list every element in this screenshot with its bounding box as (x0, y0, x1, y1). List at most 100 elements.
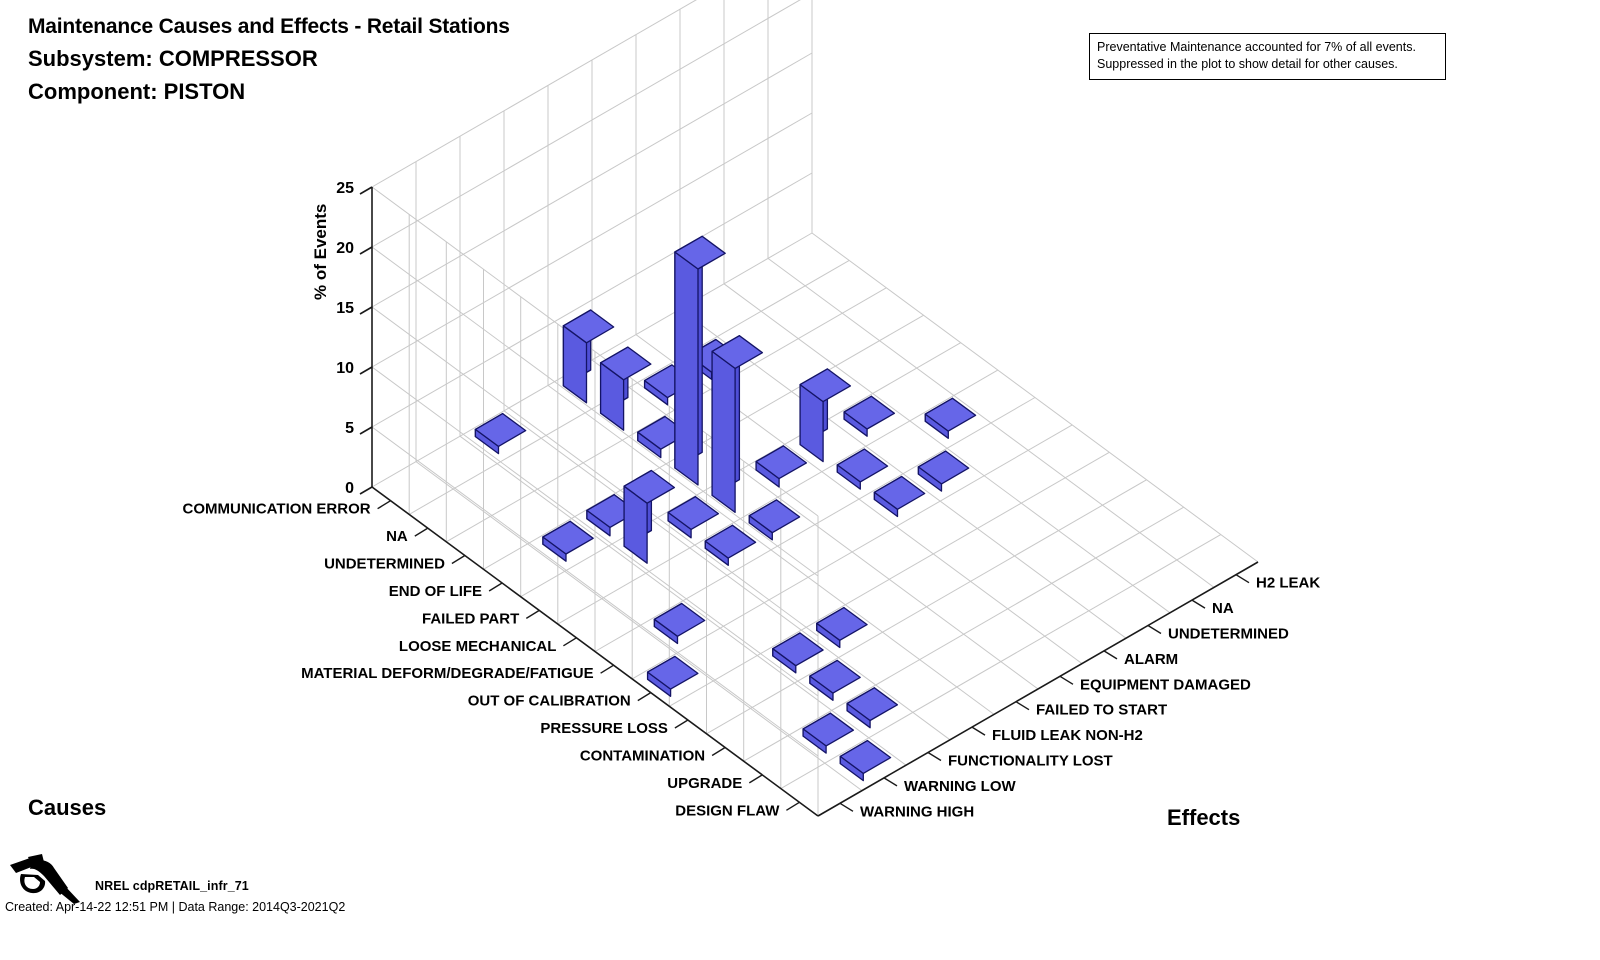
floor-grid-line (679, 308, 1127, 639)
effects-axis-line (817, 561, 1259, 817)
bar-top-face (646, 655, 699, 690)
left-wall-horizontal-grid (371, 246, 819, 577)
floor-grid-line (723, 283, 1171, 614)
causes-axis-tick (674, 719, 689, 729)
cause-label-0: COMMUNICATION ERROR (183, 501, 371, 518)
bar-front-face (711, 350, 736, 514)
z-axis-tick (359, 366, 373, 375)
floor-grid-line (459, 435, 907, 766)
bar-top-face (809, 659, 861, 694)
effects-axis-tick (1191, 599, 1206, 609)
causes-axis-tick (525, 609, 540, 619)
left-wall-horizontal-grid (371, 366, 819, 697)
causes-axis-tick (786, 801, 800, 811)
causes-axis-tick (488, 582, 503, 592)
effects-axis-tick (927, 751, 942, 762)
right-wall-horizontal-grid (371, 0, 801, 248)
right-wall-horizontal-grid (371, 0, 697, 188)
left-wall-horizontal-grid (371, 426, 819, 757)
effect-label-3: ALARM (1124, 651, 1178, 668)
fuel-nozzle-icon (10, 854, 80, 904)
note-box: Preventative Maintenance accounted for 7… (1089, 33, 1446, 80)
bar-top-face (674, 235, 726, 270)
note-line-2: Suppressed in the plot to show detail fo… (1097, 57, 1398, 71)
z-axis-tick (359, 186, 373, 195)
z-axis-tick (359, 426, 373, 435)
effect-label-5: FAILED TO START (1036, 702, 1167, 719)
left-wall-horizontal-grid (371, 306, 819, 637)
bar-top-face (755, 445, 808, 480)
causes-axis-tick (377, 500, 391, 510)
cause-label-4: FAILED PART (422, 610, 519, 627)
right-wall-horizontal-grid (371, 52, 813, 308)
report-id: NREL cdpRETAIL_infr_71 (95, 879, 249, 893)
bar-top-face (836, 448, 889, 483)
z-tick-label: 5 (345, 420, 354, 437)
z-tick-label: 15 (336, 300, 354, 317)
z-axis-tick (359, 306, 373, 315)
bar-top-face (846, 687, 899, 722)
title-block: Maintenance Causes and Effects - Retail … (28, 12, 510, 108)
bar-top-face (843, 395, 896, 430)
bar-top-face (667, 496, 720, 531)
subsystem-title: Subsystem: COMPRESSOR (28, 46, 318, 71)
causes-axis-tick (711, 746, 726, 757)
created-line: Created: Apr-14-22 12:51 PM | Data Range… (5, 900, 346, 914)
causes-axis-tick (414, 527, 429, 537)
cause-label-10: UPGRADE (667, 775, 742, 792)
causes-axis-tick (600, 664, 614, 674)
effects-axis-tick (1059, 675, 1074, 685)
bar-top-face (748, 499, 801, 534)
floor-grid-line (635, 334, 1083, 665)
effect-label-2: UNDETERMINED (1168, 626, 1289, 643)
bar-top-face (799, 368, 852, 403)
z-axis-tick (359, 486, 373, 495)
note-line-1: Preventative Maintenance accounted for 7… (1097, 40, 1416, 54)
z-tick-label: 10 (336, 360, 354, 377)
causes-axis-tick (637, 692, 652, 702)
cause-label-3: END OF LIFE (389, 583, 482, 600)
effects-axis-tick (1147, 624, 1162, 635)
effects-axis-tick (839, 802, 854, 812)
effects-axis-tick (1235, 574, 1250, 584)
right-wall-horizontal-grid (371, 172, 813, 428)
floor-grid-line (415, 461, 863, 792)
bar-top-face (917, 450, 970, 485)
z-tick-label: 25 (336, 180, 354, 197)
effect-label-1: NA (1212, 600, 1234, 617)
floor-grid-line (503, 410, 951, 741)
causes-axis-tick (563, 637, 577, 647)
effects-axis-tick (1015, 701, 1030, 711)
floor-grid-line (767, 257, 1215, 588)
bar-top-face (623, 469, 676, 504)
effect-label-9: WARNING HIGH (860, 803, 974, 820)
cause-label-6: MATERIAL DEFORM/DEGRADE/FATIGUE (301, 665, 594, 682)
effects-axis-tick (883, 777, 898, 787)
bar-top-face (542, 520, 594, 555)
effect-label-7: FUNCTIONALITY LOST (948, 753, 1113, 770)
component-title: Component: PISTON (28, 79, 246, 104)
bar-top-face (873, 475, 926, 510)
floor-grid-line (547, 384, 995, 715)
bar-top-face (711, 335, 764, 370)
bar-top-face (839, 739, 892, 775)
causes-axis-line (371, 486, 819, 817)
cause-label-11: DESIGN FLAW (675, 802, 780, 819)
effect-label-4: EQUIPMENT DAMAGED (1080, 676, 1251, 693)
page-title: Maintenance Causes and Effects - Retail … (28, 15, 510, 38)
bar-top-face (816, 606, 868, 641)
z-tick-label: 0 (345, 480, 354, 497)
causes-axis-tick (748, 774, 763, 784)
cause-label-2: UNDETERMINED (324, 556, 445, 573)
cause-label-5: LOOSE MECHANICAL (399, 638, 557, 655)
effect-label-8: WARNING LOW (904, 778, 1016, 795)
cause-label-7: OUT OF CALIBRATION (468, 693, 631, 710)
effect-label-0: H2 LEAK (1256, 575, 1320, 592)
bar-top-face (653, 602, 706, 637)
causes-axis-tick (451, 554, 466, 565)
right-wall-horizontal-grid (371, 112, 813, 368)
floor-grid-line (591, 359, 1039, 690)
z-tick-label: 20 (336, 240, 354, 257)
